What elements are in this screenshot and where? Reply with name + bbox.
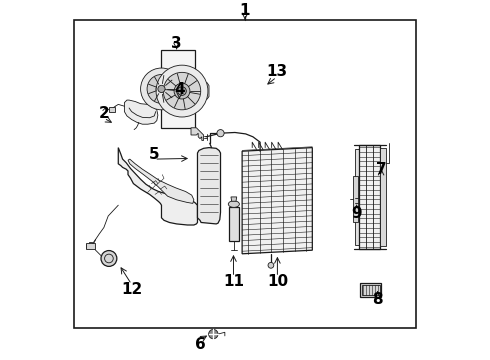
Circle shape (163, 72, 201, 110)
Text: 6: 6 (195, 337, 205, 352)
Polygon shape (118, 148, 197, 225)
Text: 8: 8 (372, 292, 383, 307)
Polygon shape (191, 128, 204, 140)
Polygon shape (353, 176, 358, 222)
Circle shape (268, 262, 274, 268)
Text: 7: 7 (376, 162, 387, 177)
Circle shape (178, 87, 186, 95)
Polygon shape (242, 148, 312, 254)
Circle shape (156, 65, 208, 117)
Polygon shape (195, 83, 209, 99)
Circle shape (141, 68, 182, 110)
Bar (86, 243, 95, 249)
Bar (109, 107, 116, 112)
Polygon shape (128, 159, 194, 203)
Polygon shape (360, 283, 381, 297)
Polygon shape (162, 50, 196, 128)
Ellipse shape (228, 201, 240, 207)
Text: 11: 11 (223, 274, 244, 289)
Polygon shape (197, 148, 220, 224)
Circle shape (158, 85, 165, 93)
Text: 9: 9 (351, 206, 362, 221)
Circle shape (217, 130, 224, 137)
Text: 10: 10 (267, 274, 288, 289)
Polygon shape (86, 242, 92, 248)
Text: 2: 2 (98, 106, 109, 121)
Polygon shape (355, 149, 360, 245)
Bar (229, 207, 239, 241)
Circle shape (174, 83, 190, 99)
Text: 1: 1 (240, 3, 250, 18)
Polygon shape (124, 100, 158, 124)
Polygon shape (360, 145, 380, 249)
Circle shape (156, 84, 167, 94)
Circle shape (101, 251, 117, 266)
Circle shape (209, 329, 218, 339)
Text: 13: 13 (266, 64, 287, 80)
Circle shape (147, 75, 176, 103)
Text: 3: 3 (172, 36, 182, 51)
Text: 5: 5 (149, 147, 160, 162)
Bar (74, 20, 416, 328)
Polygon shape (231, 197, 237, 201)
Polygon shape (380, 148, 386, 246)
Text: 12: 12 (121, 282, 142, 297)
Text: 4: 4 (174, 82, 185, 98)
